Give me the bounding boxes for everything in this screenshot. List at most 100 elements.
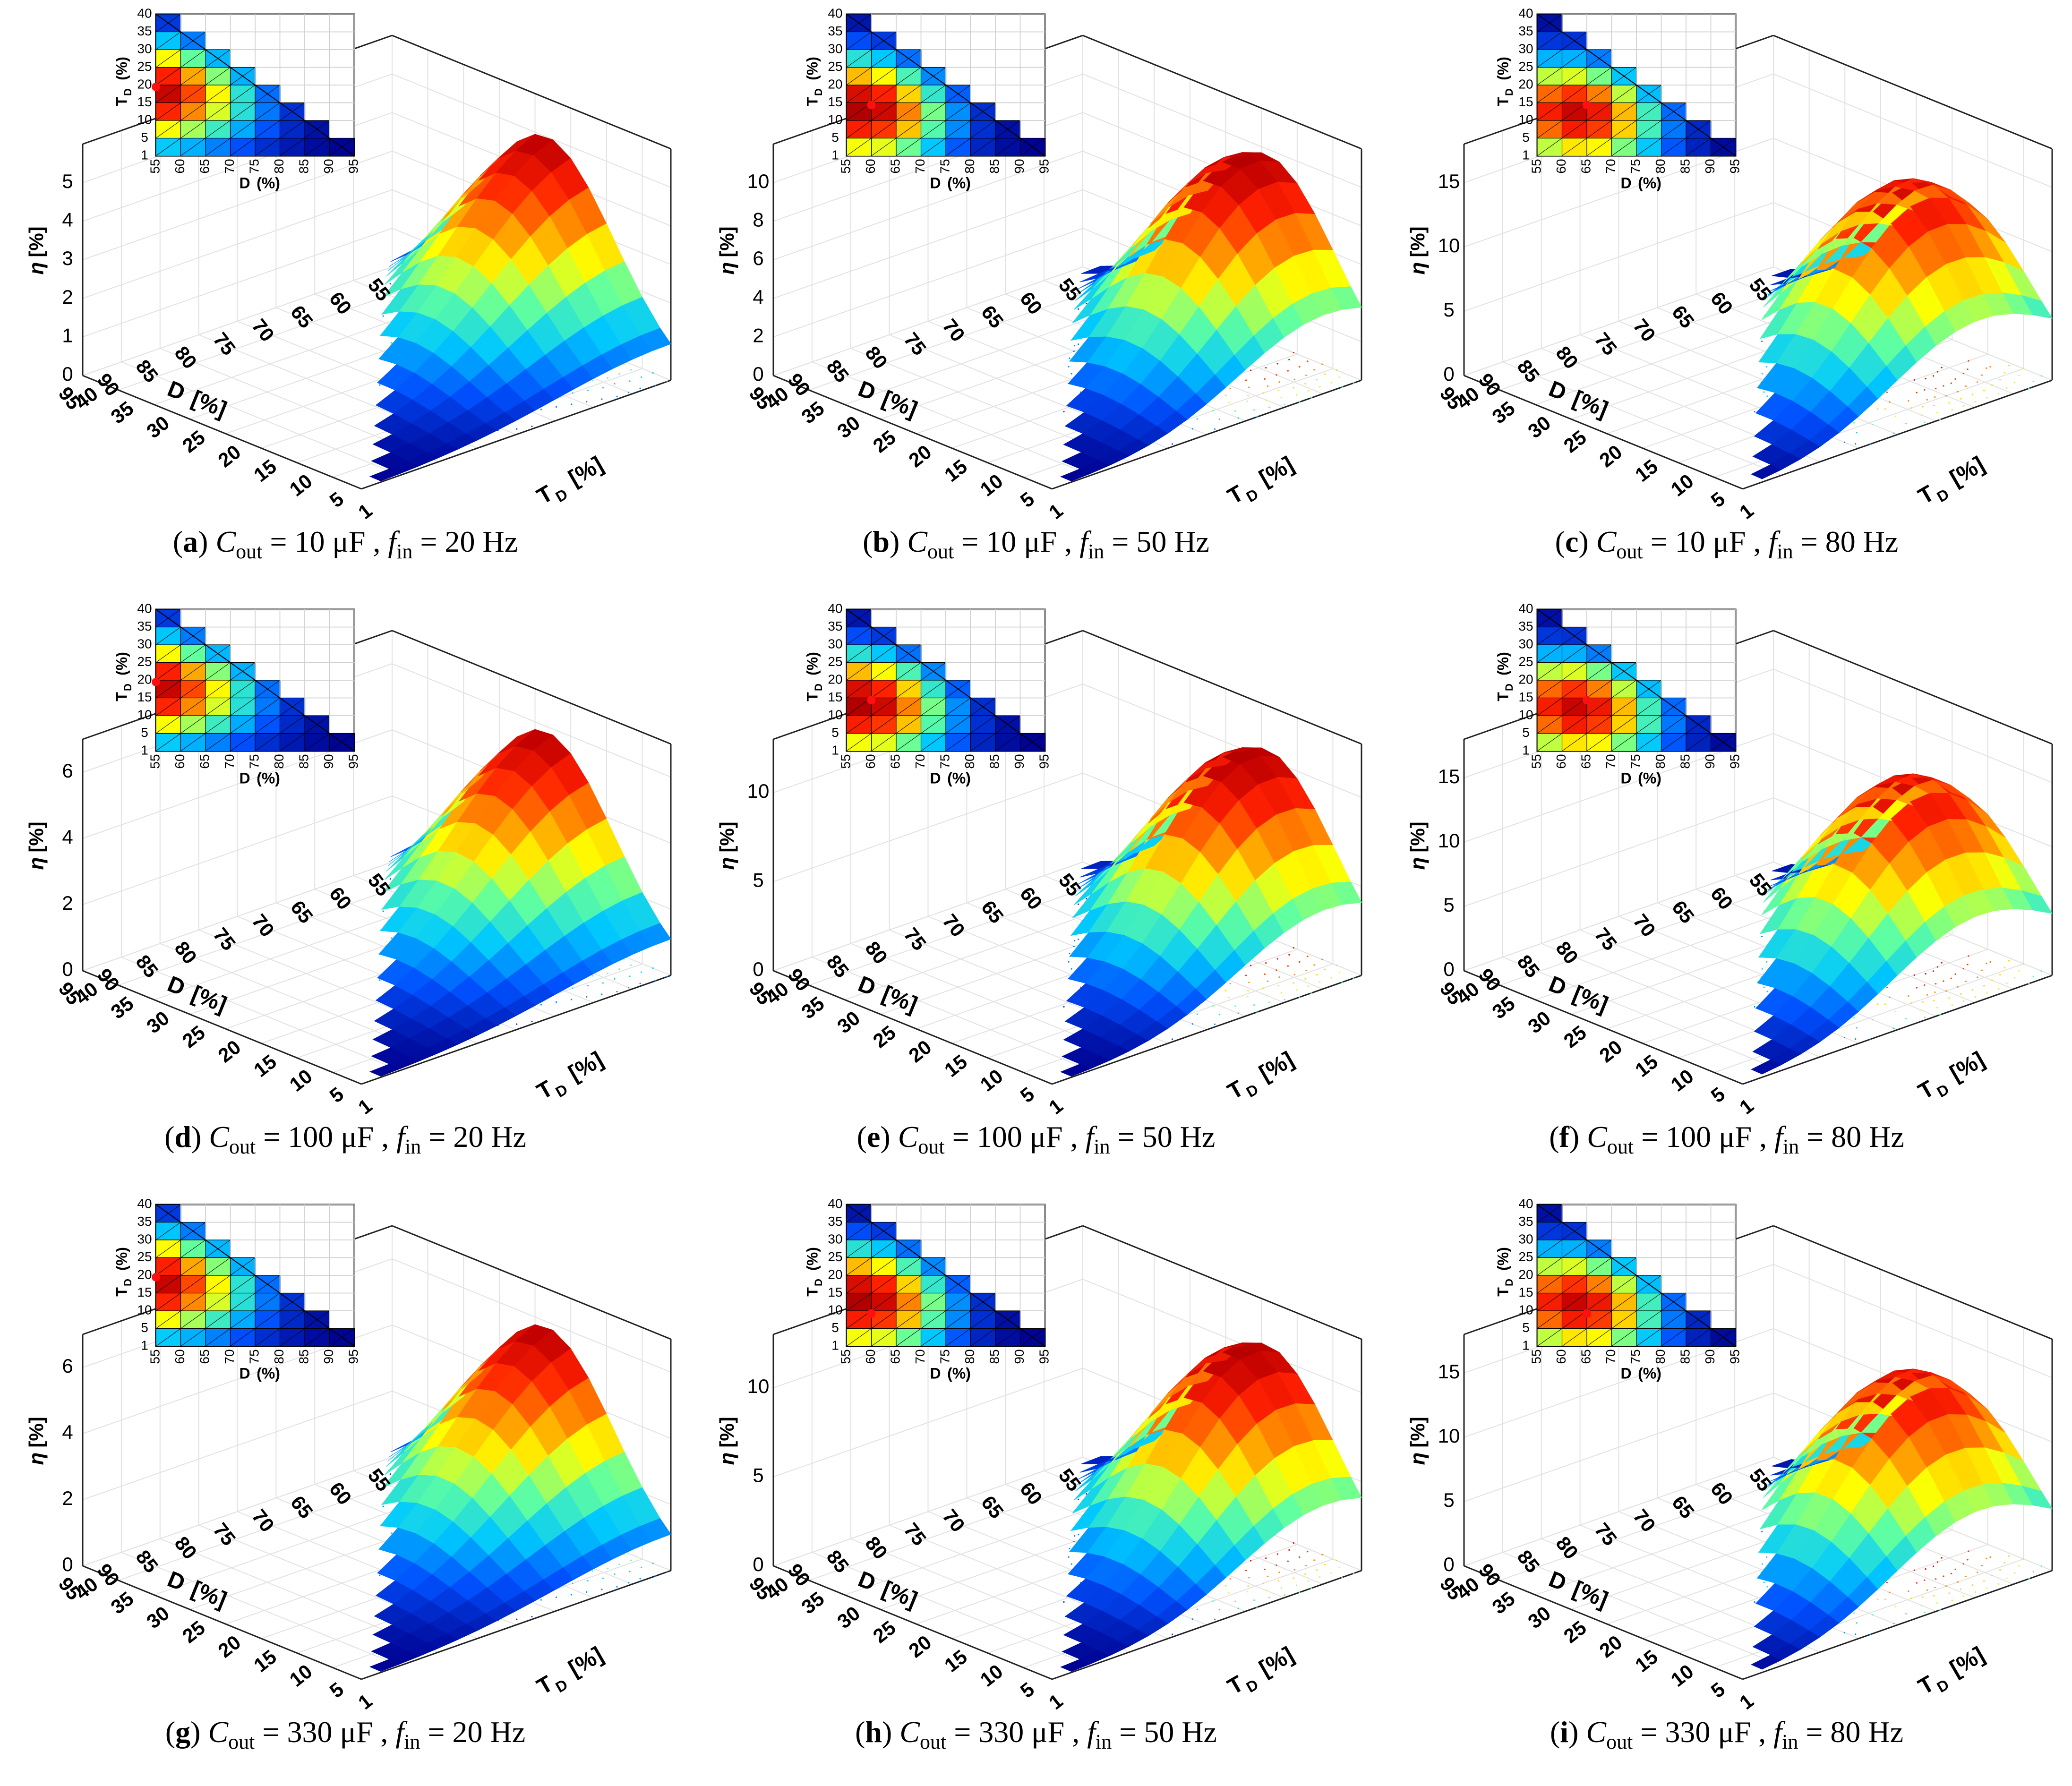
y-axis-label: T xyxy=(1914,481,1939,510)
caption-fin-sub: in xyxy=(396,540,413,563)
caption-letter: a xyxy=(183,525,198,558)
inset-y-label-group: TD (%) xyxy=(804,57,824,106)
z-tick-label: 0 xyxy=(62,1553,73,1575)
y-tick-label: 10 xyxy=(1667,1660,1698,1691)
inset-x-tick: 75 xyxy=(937,754,952,769)
contour-point xyxy=(1218,1608,1221,1611)
inset-diagonal xyxy=(871,1328,897,1347)
floor-gridline xyxy=(809,1471,1119,1581)
contour-point xyxy=(623,363,625,365)
inset-y-tick: 30 xyxy=(137,1231,152,1246)
inset-y-tick: 10 xyxy=(1518,1302,1533,1317)
inset-y-tick: 40 xyxy=(828,1196,842,1211)
y-tick-label: 20 xyxy=(214,1035,245,1067)
inset-diagonal xyxy=(155,1310,181,1329)
z-axis-unit: [%] xyxy=(1406,226,1429,257)
x-tick-label: 70 xyxy=(1629,315,1660,346)
y-tick-label: 25 xyxy=(178,426,209,457)
inset-diagonal xyxy=(155,680,181,698)
contour-point xyxy=(379,979,381,981)
inset-diagonal xyxy=(945,120,971,138)
caption-cout-symbol: C xyxy=(899,1715,920,1749)
contour-point xyxy=(1926,994,1928,996)
contour-point xyxy=(1971,989,1973,991)
contour-point xyxy=(1967,1559,1969,1561)
optimum-marker xyxy=(152,1273,160,1282)
contour-point xyxy=(1895,1010,1897,1012)
inset-y-tick: 15 xyxy=(828,94,842,109)
x-axis-label-group: D[%] xyxy=(164,1567,230,1613)
contour-point xyxy=(1968,955,1969,957)
z-axis-label-group: η [%] xyxy=(1406,1417,1430,1465)
inset-diagonal xyxy=(1562,67,1587,85)
inset-y-label: T xyxy=(113,97,130,106)
inset-diagonal xyxy=(1611,1328,1637,1347)
inset-diagonal xyxy=(1636,120,1661,138)
inset-x-tick: 90 xyxy=(321,754,336,769)
inset-x-tick: 85 xyxy=(296,159,311,173)
inset-diagonal xyxy=(155,49,181,68)
y-tick-label: 20 xyxy=(905,1631,936,1662)
contour-point xyxy=(1974,401,1977,403)
contour-point xyxy=(1905,422,1907,424)
x-tick-label: 70 xyxy=(938,315,969,346)
contour-point xyxy=(1191,1023,1193,1025)
contour-point xyxy=(2032,380,2034,383)
contour-point xyxy=(1262,392,1264,394)
inset-diagonal xyxy=(1537,120,1562,138)
inset-y-label-group: TD (%) xyxy=(113,652,133,701)
surface xyxy=(1060,747,1362,1077)
contour-point xyxy=(571,1594,573,1596)
inset-diagonal xyxy=(921,85,946,103)
inset-x-tick: 60 xyxy=(172,754,187,769)
contour-point xyxy=(516,1618,518,1620)
inset-x-tick: 65 xyxy=(888,754,902,769)
y-axis-label: T xyxy=(1224,1671,1248,1700)
contour-point xyxy=(623,1554,625,1555)
contour-point xyxy=(1225,1585,1227,1587)
z-axis: 0 5 10 15 η [%] xyxy=(1406,1360,1460,1575)
contour-point xyxy=(616,1586,618,1588)
caption-fin-value: 20 Hz xyxy=(452,1715,526,1749)
contour-point xyxy=(654,980,656,982)
x-axis-label-group: D[%] xyxy=(855,376,921,423)
inset-y-tick: 35 xyxy=(137,24,152,38)
contour-point xyxy=(1986,962,1987,964)
contour-point xyxy=(1908,995,1909,997)
inset-diagonal xyxy=(155,698,181,716)
x-tick-label: 75 xyxy=(209,328,240,359)
axis-line xyxy=(82,970,362,1085)
inset-x-tick: 60 xyxy=(1554,159,1568,173)
z-tick-label: 5 xyxy=(753,869,763,891)
contour-point xyxy=(1869,443,1871,445)
contour-point xyxy=(1278,1572,1280,1573)
z-axis-label-group: η [%] xyxy=(1406,226,1430,274)
contour-point xyxy=(531,1020,533,1023)
contour-point xyxy=(382,315,384,317)
contour-point xyxy=(1310,1587,1312,1589)
y-tick-label: 1 xyxy=(1045,499,1067,523)
inset-y-label: T xyxy=(804,97,821,106)
caption-fin-value: 20 Hz xyxy=(445,525,518,558)
floor-gridline xyxy=(1499,1471,1809,1581)
surface xyxy=(1060,152,1362,482)
contour-point xyxy=(1280,991,1283,994)
inset-diagonal xyxy=(1586,1257,1612,1276)
caption-fin-value: 80 Hz xyxy=(1830,1715,1904,1749)
contour-point xyxy=(1073,345,1076,347)
floor-gridline xyxy=(809,876,1119,986)
inset-x-tick: 70 xyxy=(913,159,927,173)
inset-diagonal xyxy=(255,1310,280,1329)
contour-point xyxy=(2006,1578,2008,1580)
inset-diagonal xyxy=(1636,733,1661,752)
caption-fin-sub: in xyxy=(1777,540,1793,563)
inset-y-tick: 20 xyxy=(828,1267,842,1282)
caption-cout-sub: out xyxy=(1616,540,1643,563)
y-tick-label: 10 xyxy=(285,1065,317,1096)
caption-cout-sub: out xyxy=(228,1730,255,1753)
x-axis: 95 90 85 80 75 70 65 60 55D[%] xyxy=(54,1464,395,1613)
inset-x-tick: 70 xyxy=(222,754,237,769)
inset-diagonal xyxy=(1537,698,1562,716)
panel-caption-i: (i) Cout = 330 μF , fin = 80 Hz xyxy=(1550,1715,1904,1753)
